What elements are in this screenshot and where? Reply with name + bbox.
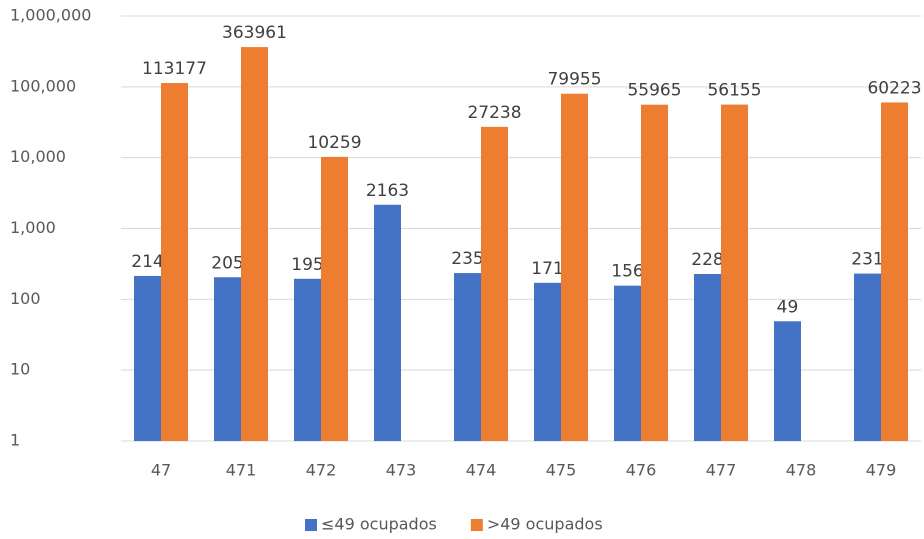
x-tick-label: 477 [706,461,737,480]
data-label: 2163 [366,181,409,201]
x-tick-label: 473 [386,461,417,480]
data-label: 195 [291,255,323,275]
y-tick-label: 10 [10,360,30,379]
bar [454,273,481,441]
data-label: 27238 [467,103,521,123]
x-tick-label: 471 [226,461,257,480]
y-tick-label: 1,000,000 [10,6,91,25]
legend-label: >49 ocupados [487,515,603,534]
bar [241,47,268,441]
y-tick-label: 1,000 [10,218,56,237]
data-label: 55965 [627,81,681,101]
bar [481,126,508,441]
legend-swatch [470,519,483,531]
data-label: 49 [777,297,799,317]
bar [694,273,721,441]
y-tick-label: 1 [10,431,20,450]
y-tick-label: 100 [10,289,41,308]
bar [561,93,588,442]
data-label: 56155 [707,81,761,101]
y-tick-label: 10,000 [10,147,66,166]
data-label: 363961 [222,23,287,43]
bar [321,156,348,441]
x-tick-label: 472 [306,461,337,480]
x-tick-label: 47 [151,461,171,480]
x-tick-label: 479 [866,461,897,480]
legend-label: ≤49 ocupados [321,515,437,534]
data-label: 205 [211,253,243,273]
data-label: 113177 [142,59,207,79]
x-tick-label: 478 [786,461,817,480]
data-label: 214 [131,252,163,272]
bar [214,277,241,441]
bar [161,83,188,442]
bar [294,278,321,441]
data-label: 10259 [307,133,361,153]
legend-swatch [305,519,317,531]
data-label: 228 [691,250,723,270]
bar [774,321,801,441]
y-tick-label: 100,000 [10,76,76,95]
data-label: 156 [611,262,643,282]
data-label: 171 [531,259,563,279]
bar [374,204,401,441]
bar [854,273,881,441]
bar [534,282,561,441]
data-label: 235 [451,249,483,269]
bar [721,104,748,441]
bar [881,102,908,441]
bar [134,275,161,441]
bar [614,285,641,441]
x-tick-label: 476 [626,461,657,480]
data-label: 60223 [867,78,921,98]
x-tick-label: 474 [466,461,497,480]
data-label: 79955 [547,70,601,90]
x-tick-label: 475 [546,461,577,480]
data-label: 231 [851,250,883,270]
bar [641,104,668,442]
